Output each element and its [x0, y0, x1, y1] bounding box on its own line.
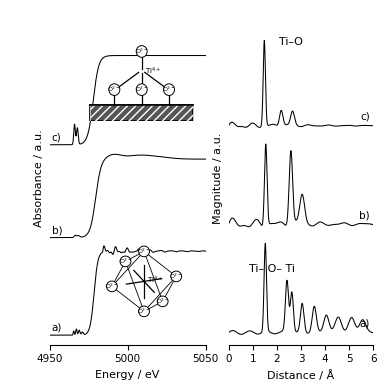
- X-axis label: Distance / Å: Distance / Å: [267, 370, 335, 381]
- Y-axis label: Absorbance / a.u.: Absorbance / a.u.: [34, 129, 44, 227]
- Text: c): c): [52, 133, 62, 142]
- Y-axis label: Magnitude / a.u.: Magnitude / a.u.: [213, 133, 223, 224]
- Text: Ti– O– Ti: Ti– O– Ti: [249, 264, 295, 274]
- X-axis label: Energy / eV: Energy / eV: [96, 370, 160, 380]
- Text: b): b): [52, 225, 62, 235]
- Text: b): b): [359, 211, 370, 221]
- Text: c): c): [360, 111, 370, 121]
- Text: Ti–O: Ti–O: [279, 37, 303, 47]
- Text: a): a): [52, 323, 62, 333]
- Text: a): a): [359, 318, 370, 328]
